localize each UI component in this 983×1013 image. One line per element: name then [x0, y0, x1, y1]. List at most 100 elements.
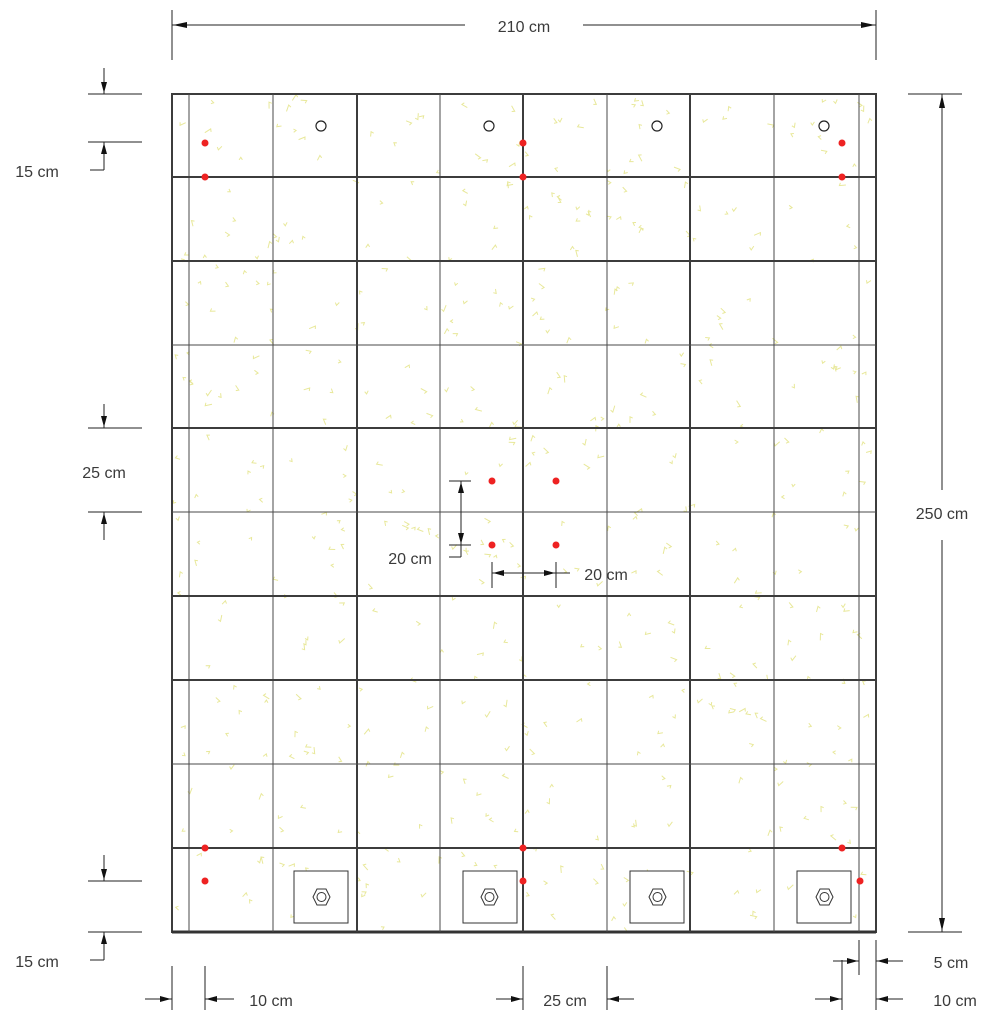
concrete-speck	[580, 643, 585, 648]
concrete-speck	[205, 389, 212, 397]
concrete-speck	[462, 300, 468, 305]
concrete-speck	[365, 760, 371, 767]
concrete-speck	[569, 245, 575, 251]
concrete-speck	[288, 239, 294, 245]
concrete-speck	[403, 521, 410, 527]
concrete-speck	[304, 743, 312, 748]
concrete-speck	[587, 211, 592, 218]
concrete-speck	[206, 750, 211, 755]
concrete-speck	[272, 233, 278, 239]
concrete-speck	[514, 423, 523, 428]
concrete-speck	[610, 405, 616, 413]
concrete-speck	[845, 470, 850, 475]
concrete-speck	[720, 307, 727, 314]
concrete-speck	[759, 716, 767, 722]
concrete-speck	[731, 207, 737, 213]
concrete-speck	[607, 215, 612, 220]
concrete-speck	[532, 311, 539, 317]
concrete-speck	[854, 527, 859, 532]
dimension-bolt-horizontal: 20 cm	[491, 562, 628, 588]
concrete-speck	[361, 891, 367, 895]
concrete-speck	[628, 158, 634, 163]
concrete-speck	[772, 337, 779, 345]
concrete-speck	[724, 211, 729, 215]
concrete-speck	[786, 884, 794, 891]
concrete-speck	[607, 525, 612, 532]
concrete-speck	[860, 105, 865, 113]
concrete-speck	[575, 218, 581, 222]
concrete-speck	[791, 483, 796, 488]
concrete-speck	[605, 307, 610, 312]
dimension-right-offset: 10 cm	[815, 960, 977, 1010]
concrete-speck	[372, 608, 378, 613]
label-width-total: 210 cm	[498, 19, 550, 36]
concrete-speck	[283, 222, 288, 227]
concrete-speck	[692, 237, 697, 242]
concrete-speck	[300, 804, 306, 809]
concrete-speck	[644, 631, 652, 636]
concrete-speck	[242, 891, 248, 898]
concrete-speck	[484, 517, 492, 524]
concrete-speck	[547, 386, 553, 395]
concrete-speck	[179, 570, 183, 578]
concrete-speck	[638, 227, 644, 234]
concrete-speck	[626, 612, 632, 617]
concrete-speck	[257, 856, 262, 864]
concrete-speck	[631, 570, 637, 574]
concrete-speck	[717, 673, 722, 680]
concrete-speck	[507, 181, 511, 189]
concrete-speck	[679, 352, 685, 358]
concrete-speck	[648, 694, 654, 699]
concrete-speck	[774, 767, 778, 772]
concrete-speck	[347, 723, 352, 729]
concrete-speck	[504, 745, 510, 752]
concrete-speck	[300, 99, 308, 104]
concrete-speck	[833, 365, 838, 372]
concrete-speck	[637, 154, 643, 162]
concrete-speck	[362, 863, 369, 871]
concrete-speck	[476, 792, 482, 797]
concrete-speck	[508, 162, 516, 168]
concrete-speck	[843, 800, 848, 805]
concrete-speck	[557, 117, 563, 123]
concrete-speck	[329, 388, 334, 394]
concrete-speck	[485, 813, 490, 817]
concrete-speck	[508, 305, 514, 310]
concrete-speck	[733, 889, 740, 895]
concrete-speck	[174, 905, 179, 911]
concrete-speck	[790, 655, 797, 662]
concrete-speck	[288, 754, 295, 760]
concrete-speck	[206, 434, 210, 441]
concrete-speck	[290, 914, 295, 919]
concrete-speck	[600, 416, 605, 421]
concrete-speck	[484, 711, 491, 718]
concrete-speck	[293, 128, 298, 133]
concrete-speck	[174, 354, 179, 360]
concrete-speck	[583, 463, 591, 470]
concrete-speck	[427, 705, 434, 710]
concrete-speck	[600, 863, 605, 870]
concrete-speck	[337, 829, 343, 834]
concrete-speck	[574, 567, 580, 572]
concrete-speck	[683, 506, 688, 513]
concrete-speck	[275, 236, 280, 243]
concrete-speck	[791, 122, 796, 129]
concrete-speck	[728, 709, 734, 714]
concrete-speck	[524, 151, 530, 157]
concrete-speck	[464, 471, 469, 476]
concrete-speck	[411, 526, 416, 531]
concrete-speck	[821, 360, 826, 365]
concrete-speck	[242, 269, 247, 275]
concrete-speck	[175, 516, 180, 522]
concrete-speck	[738, 707, 746, 713]
concrete-speck	[848, 758, 853, 763]
concrete-speck	[752, 662, 758, 669]
concrete-speck	[205, 665, 211, 669]
concrete-speck	[835, 366, 841, 371]
concrete-speck	[444, 387, 449, 393]
concrete-speck	[670, 656, 678, 663]
concrete-speck	[221, 599, 227, 605]
concrete-speck	[501, 538, 506, 543]
concrete-speck	[491, 244, 498, 251]
concrete-speck	[550, 913, 556, 920]
